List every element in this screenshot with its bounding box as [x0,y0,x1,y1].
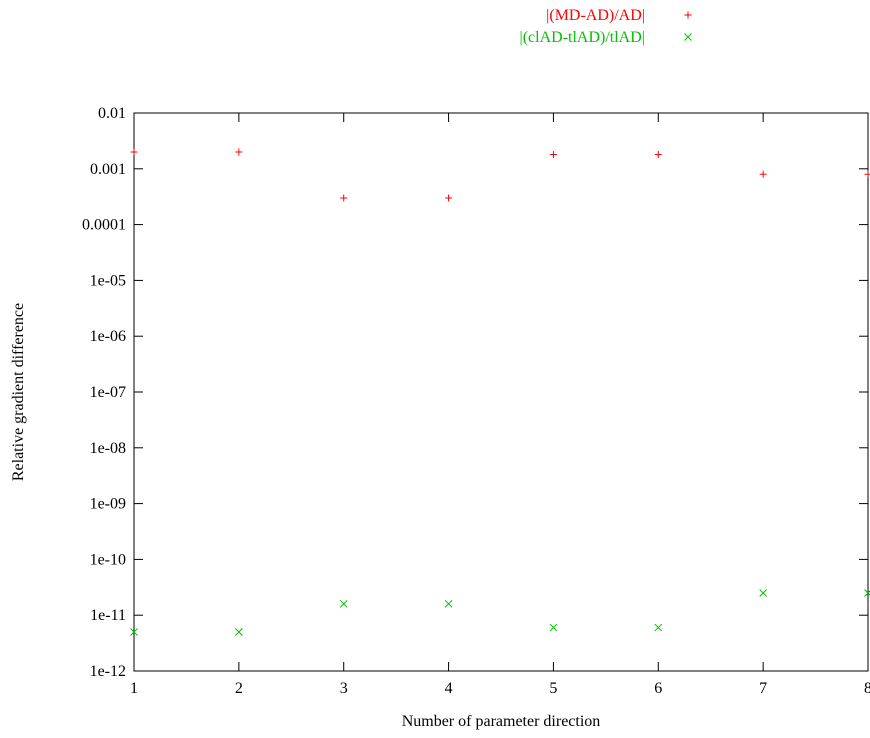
data-points [130,148,870,636]
x-tick-label: 4 [445,680,453,697]
data-point-series-2 [654,623,663,632]
data-point-series-1 [130,148,138,156]
data-point-series-2-stroke [654,623,663,632]
y-tick-label: 1e-05 [90,272,126,289]
x-tick-label: 2 [235,680,243,697]
data-point-series-1 [445,194,453,202]
data-point-series-2-stroke [444,599,453,608]
x-axis-label: Number of parameter direction [402,713,601,730]
y-axis-label: Relative gradient difference [10,303,27,481]
plot-frame [133,112,869,672]
legend-marker [684,11,692,19]
y-tick-label: 0.0001 [82,217,126,234]
data-point-series-1 [235,148,243,156]
y-tick-label: 0.001 [90,161,126,178]
y-tick-label: 0.01 [98,105,126,122]
data-point-series-2 [339,599,348,608]
data-point-series-2 [759,589,767,597]
data-point-series-1 [654,151,662,159]
x-tick-label: 8 [864,680,870,697]
y-tick-label: 1e-08 [90,440,126,457]
data-point-series-2-stroke [864,590,870,597]
data-point-series-2-stroke [549,623,558,632]
data-point-series-2-stroke [759,589,767,597]
data-point-series-1 [340,194,348,202]
data-point-series-2 [130,628,138,636]
legend-label: |(MD-AD)/AD| [546,7,645,24]
x-tick-label: 5 [549,680,557,697]
x-tick-label: 3 [340,680,348,697]
legend-label: |(clAD-tlAD)/tlAD| [520,29,646,46]
data-point-series-2 [444,599,453,608]
y-tick-label: 1e-07 [90,384,126,401]
y-axis: 0.01 0.001 0.0001 1e-05 1e-06 1e-07 1e-08 1e-09… [82,105,868,680]
legend-marker-stroke [684,33,692,41]
y-tick-label: 1e-12 [90,663,126,680]
y-tick-label: 1e-11 [90,607,126,624]
legend: |(MD-AD)/AD| |(clAD-tlAD)/tlAD| [520,7,692,46]
x-tick-label: 6 [654,680,662,697]
data-point-series-2-stroke [235,628,243,636]
x-tick-label: 7 [759,680,767,697]
legend-marker [684,33,692,41]
x-axis: 1 2 3 4 5 6 7 8 [130,113,870,697]
data-point-series-2-stroke [339,599,348,608]
data-point-series-1 [549,151,557,159]
data-point-series-2 [549,623,558,632]
x-tick-label: 1 [130,680,138,697]
data-point-series-1 [864,170,870,178]
data-point-series-2-stroke [130,628,138,636]
data-point-series-2 [864,589,870,597]
y-tick-label: 1e-06 [90,328,126,345]
y-tick-label: 1e-09 [90,496,126,513]
data-point-series-1 [759,170,767,178]
y-tick-label: 1e-10 [90,551,126,568]
data-point-series-2 [235,628,243,636]
